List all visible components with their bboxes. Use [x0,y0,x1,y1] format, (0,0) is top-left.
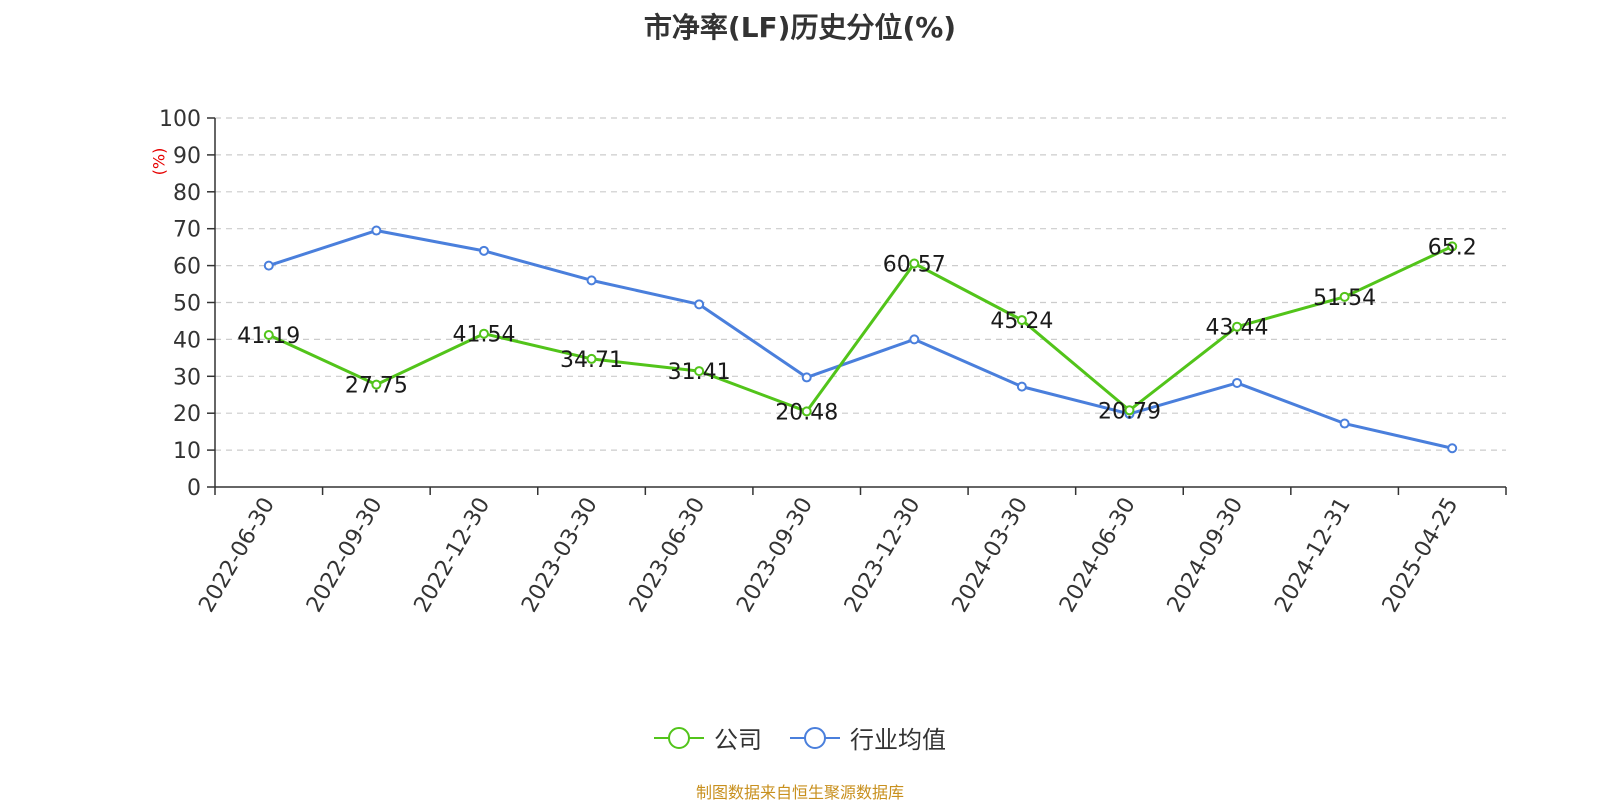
data-point [1016,315,1027,326]
data-point [478,245,489,256]
data-point [586,353,597,364]
y-tick-label: 20 [173,402,201,427]
legend: 公司 行业均值 [0,720,1600,755]
y-tick-label: 100 [159,107,201,132]
x-tick-label: 2024-03-30 [947,494,1033,617]
data-label: 51.54 [1313,286,1376,311]
data-label: 20.48 [775,400,838,425]
x-tick-label: 2023-06-30 [625,494,711,617]
data-label: 27.75 [345,374,408,399]
data-point [1339,291,1350,302]
x-tick-label: 2023-09-30 [732,494,818,617]
y-tick-label: 10 [173,439,201,464]
data-point [801,372,812,383]
y-tick-label: 60 [173,255,201,280]
y-tick-label: 50 [173,292,201,317]
data-source-note: 制图数据来自恒生聚源数据库 [695,783,904,802]
data-point [1447,241,1458,252]
y-tick-label: 70 [173,218,201,243]
x-tick-label: 2024-12-31 [1270,494,1356,617]
legend-company-swatch-icon [654,726,704,749]
y-tick-label: 30 [173,365,201,390]
y-tick-label: 90 [173,144,201,169]
data-point [694,366,705,377]
x-tick-label: 2023-03-30 [517,494,603,617]
data-point [371,225,382,236]
x-tick-label: 2024-06-30 [1055,494,1141,617]
y-tick-label: 40 [173,328,201,353]
x-tick-label: 2024-09-30 [1163,494,1249,617]
data-label: 20.79 [1098,399,1161,424]
data-label: 45.24 [990,309,1053,334]
data-point [694,299,705,310]
legend-item-company[interactable]: 公司 [654,720,762,755]
y-tick-label: 0 [187,476,201,501]
legend-industry-label: 行业均值 [850,726,946,754]
legend-item-industry[interactable]: 行业均值 [790,720,946,755]
data-label: 43.44 [1206,316,1269,341]
data-label: 41.54 [452,323,515,348]
data-point [801,406,812,417]
data-point [1016,381,1027,392]
data-label: 60.57 [883,252,946,277]
data-label: 41.19 [237,324,300,349]
x-tick-label: 2025-04-25 [1378,494,1464,617]
data-label: 65.2 [1428,235,1477,260]
data-point [909,258,920,269]
data-label: 31.41 [668,360,731,385]
x-tick-label: 2022-12-30 [410,494,496,617]
data-point [478,328,489,339]
data-point [586,275,597,286]
x-tick-label: 2023-12-30 [840,494,926,617]
data-point [1232,321,1243,332]
data-point [263,260,274,271]
data-point [1232,377,1243,388]
legend-industry-swatch-icon [790,726,840,749]
series-line [268,245,1453,413]
x-tick-label: 2022-09-30 [302,494,388,617]
data-point [1339,418,1350,429]
chart-title: 市净率(LF)历史分位(%) [643,11,957,44]
legend-company-label: 公司 [714,726,762,754]
data-point [1447,443,1458,454]
series-line [268,229,1453,450]
y-tick-label: 80 [173,181,201,206]
data-label: 34.71 [560,348,623,373]
data-point [1124,405,1135,416]
data-point [909,334,920,345]
x-tick-label: 2022-06-30 [194,494,280,617]
data-point [263,330,274,341]
data-point [371,379,382,390]
